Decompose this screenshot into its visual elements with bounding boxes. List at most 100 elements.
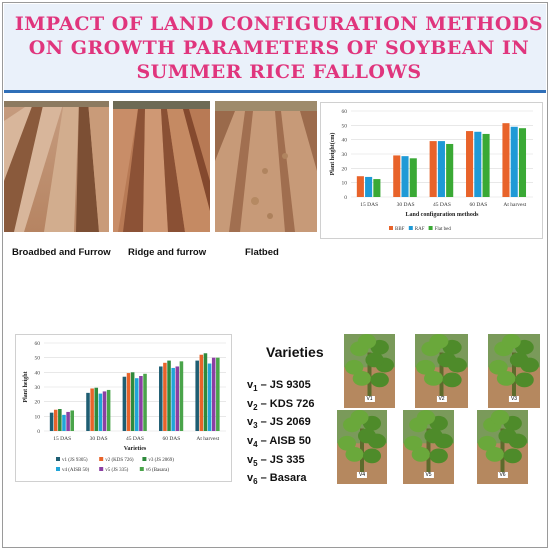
bar xyxy=(510,126,518,197)
bar xyxy=(106,389,111,431)
bar xyxy=(126,373,131,431)
bar xyxy=(175,366,180,431)
bar xyxy=(159,366,163,431)
bar xyxy=(86,392,90,431)
y-tick-label: 40 xyxy=(35,370,41,376)
legend-label: v5 (JS 335) xyxy=(105,468,128,473)
x-tick-label: 60 DAS xyxy=(469,202,487,208)
legend-swatch xyxy=(99,467,104,471)
bar xyxy=(474,131,482,197)
bar xyxy=(446,143,454,197)
y-tick-label: 30 xyxy=(35,385,41,391)
bar xyxy=(171,367,175,431)
title-banner: IMPACT OF LAND CONFIGURATION METHODS ON … xyxy=(4,4,546,93)
plant-variety-tag: V3 xyxy=(508,396,520,402)
x-tick-label: At harvest xyxy=(196,436,219,442)
bar xyxy=(135,378,139,431)
photo-label-flatbed: Flatbed xyxy=(245,247,279,258)
plant-variety-tag: V6 xyxy=(497,472,508,478)
y-tick-label: 20 xyxy=(35,400,41,406)
y-tick-label: 50 xyxy=(35,356,41,362)
bar xyxy=(49,412,54,431)
legend-swatch xyxy=(428,226,433,230)
bar xyxy=(195,360,199,431)
bar xyxy=(466,131,474,197)
bar xyxy=(102,391,107,431)
plant-photo-v2: V2 xyxy=(414,333,469,409)
bar xyxy=(393,155,401,197)
varieties-chart: 0 10 20 30 40 50 60 15 DAS 30 DAS 45 DAS 60 DAS At … xyxy=(15,334,232,482)
legend-label: v4 (AISB 50) xyxy=(62,468,90,473)
x-tick-label: 45 DAS xyxy=(126,436,144,442)
x-tick-label: 15 DAS xyxy=(53,436,71,442)
bar xyxy=(139,376,143,431)
legend-label: RAF xyxy=(415,227,425,232)
y-tick-label: 0 xyxy=(344,195,347,201)
y-tick-label: 10 xyxy=(35,414,41,420)
legend-swatch xyxy=(139,467,144,471)
x-tick-label: 60 DAS xyxy=(162,436,180,442)
bar xyxy=(66,411,70,431)
photo-label-ridge: Ridge and furrow xyxy=(128,247,207,258)
plant-variety-tag: V5 xyxy=(423,472,434,478)
bar xyxy=(373,179,381,197)
poster-title: IMPACT OF LAND CONFIGURATION METHODS ON … xyxy=(14,13,544,83)
legend-label: v6 (Basara) xyxy=(146,468,170,473)
bar xyxy=(143,373,147,431)
broadbed-furrow-field-photo xyxy=(4,101,109,232)
y-axis-label: Plant height(cm) xyxy=(329,133,336,176)
legend-label: Flat bed xyxy=(435,227,452,232)
bar xyxy=(502,123,510,197)
plant-photo-v3: V3 xyxy=(487,333,541,409)
x-tick-label: 45 DAS xyxy=(433,202,451,208)
legend-label: v1 (JS 9305) xyxy=(62,458,88,463)
y-tick-label: 60 xyxy=(35,341,41,347)
y-tick-label: 50 xyxy=(342,123,348,129)
variety-item: v2 – KDS 726 xyxy=(247,397,315,412)
bar xyxy=(163,362,167,431)
bar xyxy=(62,414,66,431)
ridge-furrow-field-photo xyxy=(113,101,210,232)
legend-swatch xyxy=(99,457,104,461)
legend-swatch xyxy=(56,467,60,471)
bar xyxy=(409,158,417,197)
bar xyxy=(90,388,94,431)
photo-label-broadbed: Broadbed and Furrow xyxy=(12,247,111,258)
bar xyxy=(401,156,409,197)
variety-item: v3 – JS 2069 xyxy=(247,416,311,431)
land-configuration-chart: 0 10 20 30 40 50 60 15 DAS 30 DAS 45 DAS 60 DAS At … xyxy=(320,102,543,239)
bar xyxy=(53,409,58,431)
bar xyxy=(216,357,220,431)
bar xyxy=(482,133,490,197)
x-tick-label: At harvest xyxy=(503,202,526,208)
x-tick-label: 15 DAS xyxy=(360,202,378,208)
y-tick-label: 30 xyxy=(342,152,348,158)
bar xyxy=(437,141,445,197)
bar xyxy=(207,363,212,431)
legend-label: v3 (JS 2069) xyxy=(148,458,174,463)
y-tick-label: 10 xyxy=(342,181,348,187)
bar xyxy=(58,409,62,431)
x-tick-label: 30 DAS xyxy=(90,436,108,442)
y-tick-label: 40 xyxy=(342,138,348,144)
plant-variety-tag: V1 xyxy=(364,396,375,402)
varieties-list: v1 – JS 9305 v2 – KDS 726 v3 – JS 2069 v… xyxy=(247,378,314,490)
legend-swatch xyxy=(389,226,393,230)
bar xyxy=(98,393,103,431)
y-axis-label: Plant height xyxy=(23,371,29,402)
variety-item: v6 – Basara xyxy=(247,472,307,487)
plant-variety-tag: V2 xyxy=(436,396,447,402)
y-tick-label: 60 xyxy=(342,109,348,115)
variety-item: v1 – JS 9305 xyxy=(247,379,311,394)
bar xyxy=(199,354,204,431)
bar xyxy=(179,361,184,431)
plant-photo-v6: V6 xyxy=(476,409,529,485)
varieties-title: Varieties xyxy=(266,344,324,360)
legend-label: v2 (KDS 726) xyxy=(105,458,134,463)
x-axis-label: Varieties xyxy=(124,446,147,452)
variety-item: v5 – JS 335 xyxy=(247,453,305,468)
plant-photo-v1: V1 xyxy=(343,333,396,409)
variety-item: v4 – AISB 50 xyxy=(247,435,311,450)
legend-swatch xyxy=(408,226,413,230)
